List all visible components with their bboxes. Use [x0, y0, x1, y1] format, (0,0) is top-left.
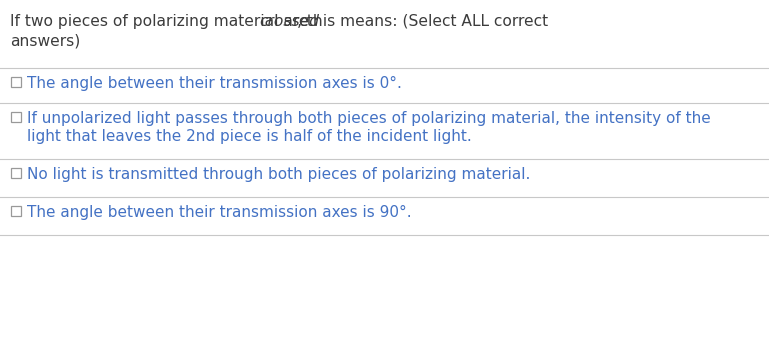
Text: crossed: crossed [259, 14, 319, 29]
Bar [11, 168, 21, 178]
Text: No light is transmitted through both pieces of polarizing material.: No light is transmitted through both pie… [27, 167, 531, 182]
Text: The angle between their transmission axes is 0°.: The angle between their transmission axe… [27, 76, 402, 91]
Bar [11, 112, 21, 122]
Text: answers): answers) [10, 33, 80, 48]
Text: light that leaves the 2nd piece is half of the incident light.: light that leaves the 2nd piece is half … [27, 129, 471, 144]
Text: , this means: (Select ALL correct: , this means: (Select ALL correct [297, 14, 548, 29]
Text: If unpolarized light passes through both pieces of polarizing material, the inte: If unpolarized light passes through both… [27, 111, 711, 126]
Bar [11, 77, 21, 87]
Text: If two pieces of polarizing material are: If two pieces of polarizing material are [10, 14, 314, 29]
Bar [11, 206, 21, 216]
Text: The angle between their transmission axes is 90°.: The angle between their transmission axe… [27, 205, 411, 220]
